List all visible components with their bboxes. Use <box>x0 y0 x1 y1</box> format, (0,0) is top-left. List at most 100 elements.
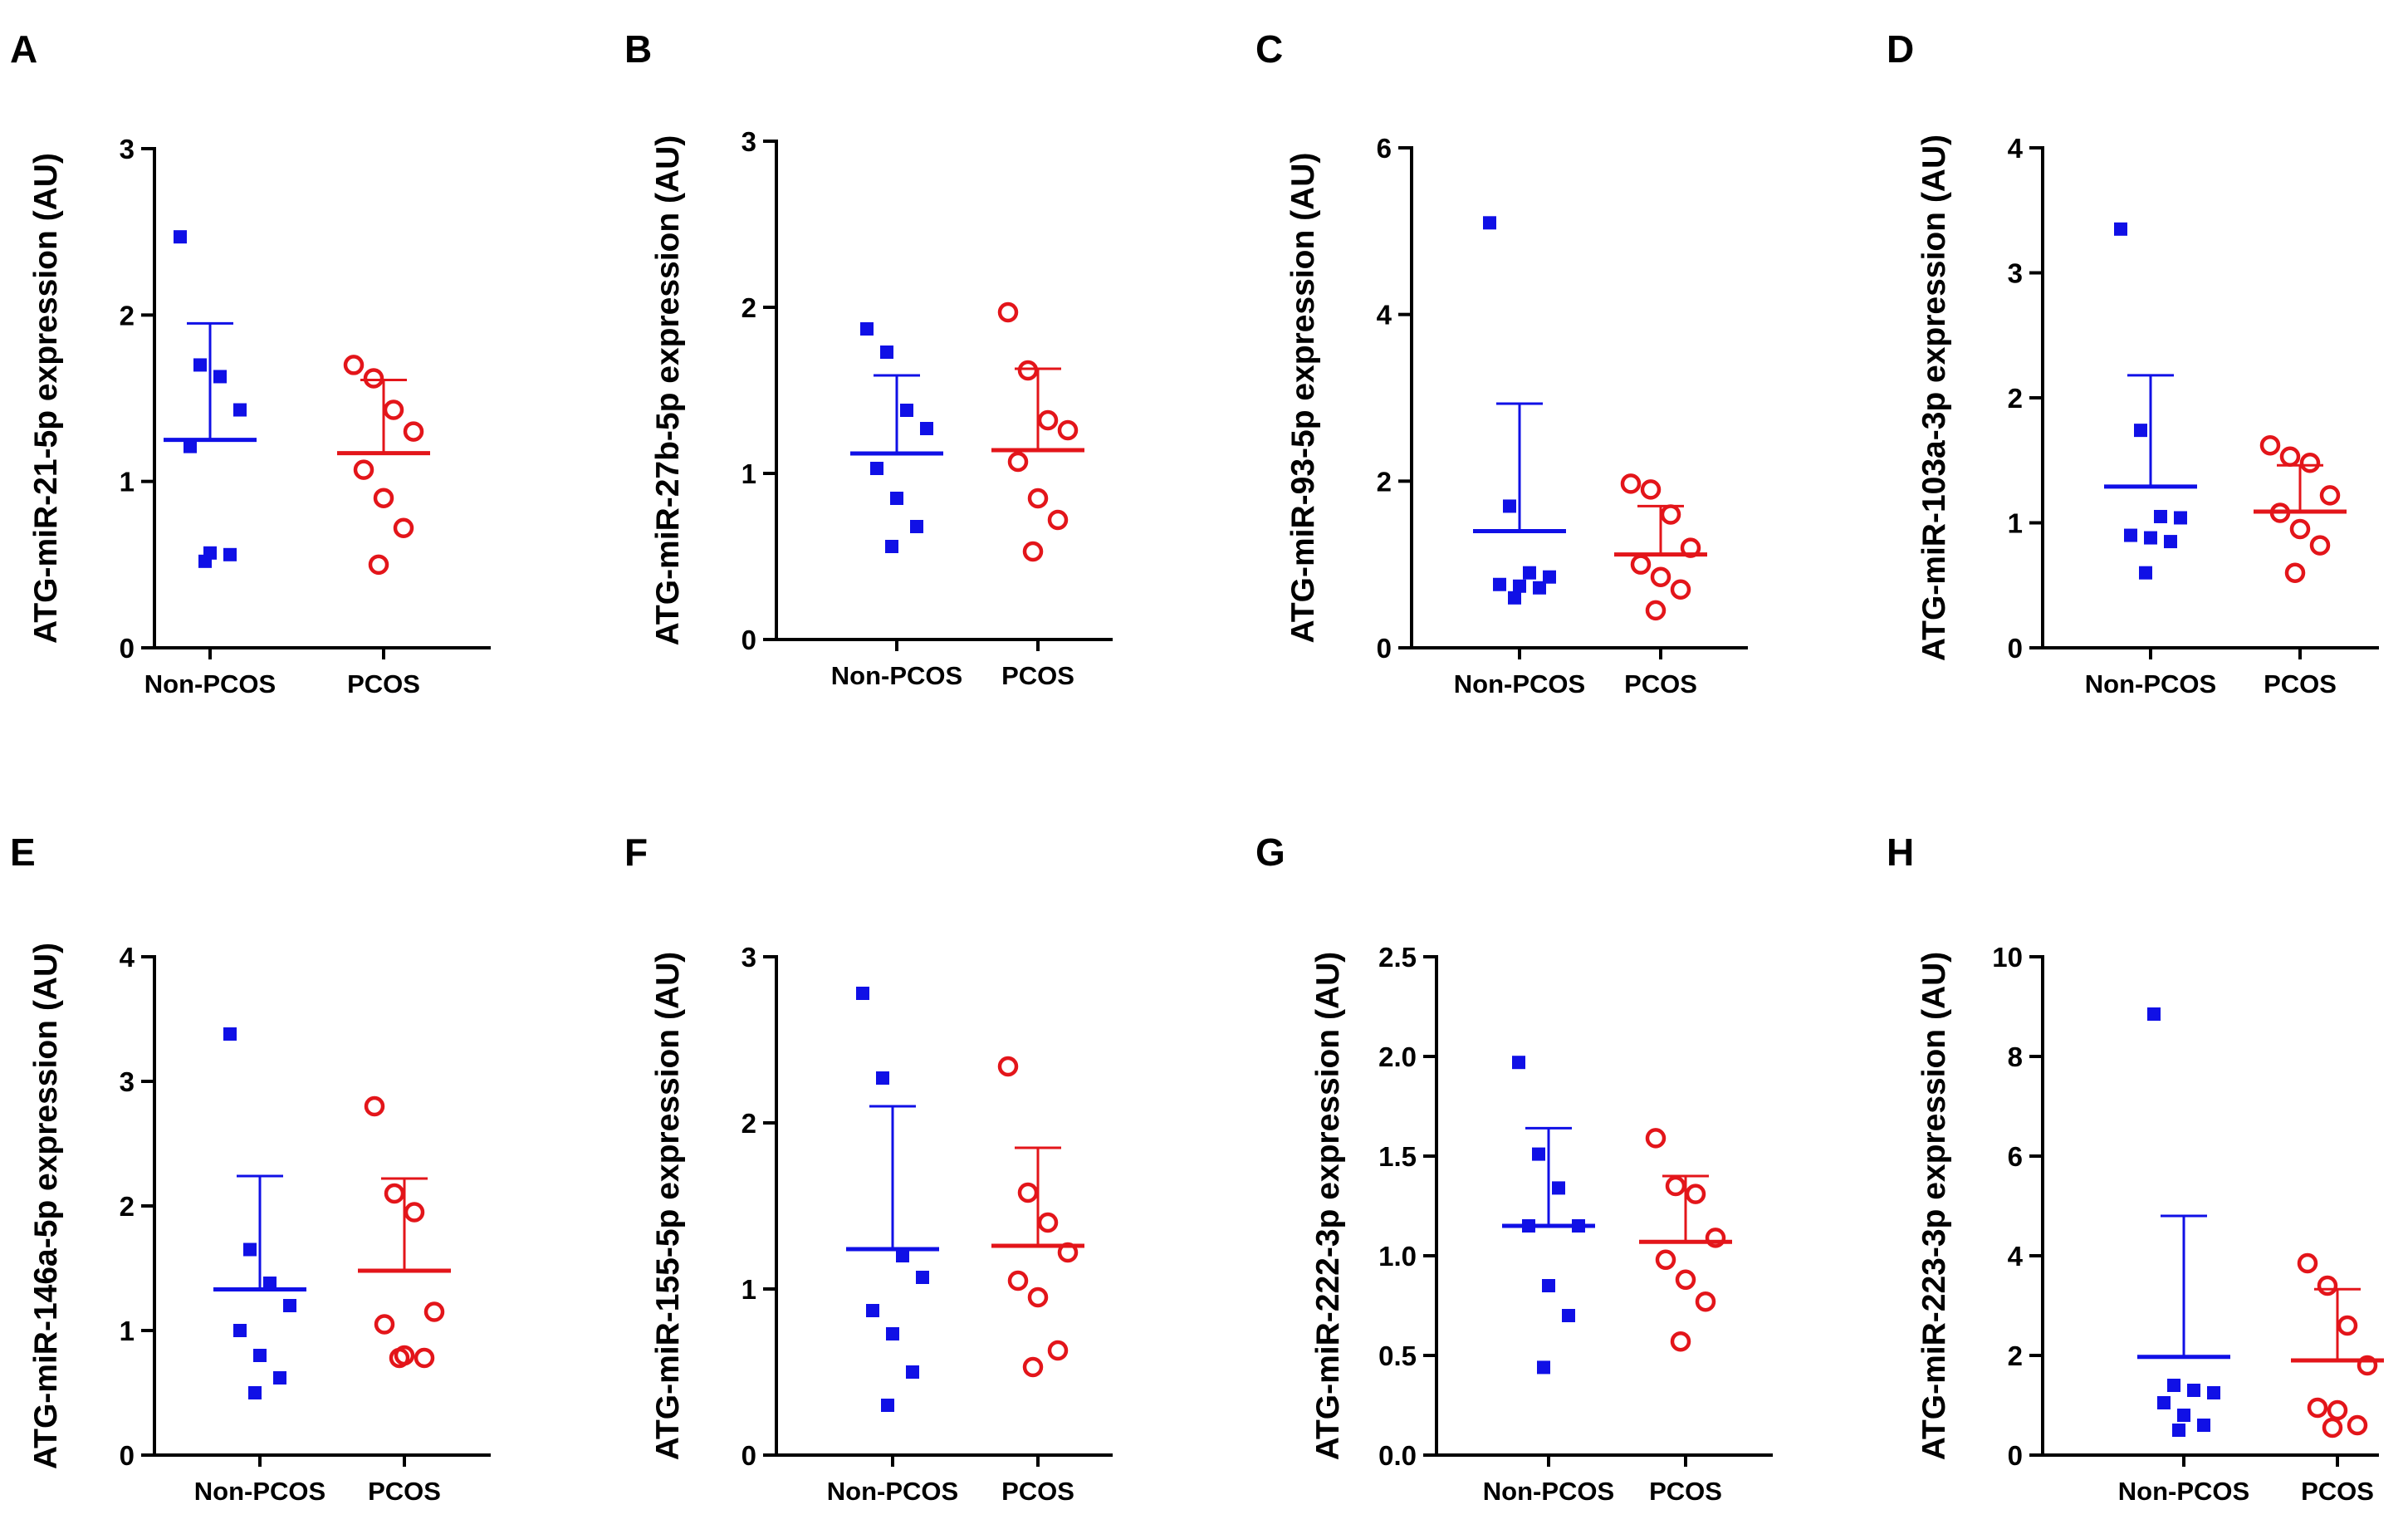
y-tick-label: 1.5 <box>1378 1141 1417 1172</box>
data-point <box>248 1386 262 1399</box>
y-tick-label: 2 <box>120 300 135 331</box>
data-point <box>1037 1212 1059 1233</box>
y-tick-label: 2 <box>2008 1340 2023 1371</box>
y-axis-label: ATG-miR-27b-5p expression (AU) <box>650 135 686 646</box>
x-tick-label: Non-PCOS <box>827 1477 958 1506</box>
panel-e: E ATG-miR-146a-5p expression (AU) 0 1 2 3 4 Non… <box>10 831 491 1506</box>
data-point <box>997 1056 1019 1077</box>
y-tick-label: 2 <box>2008 383 2023 414</box>
data-point <box>2319 485 2341 506</box>
data-point <box>1630 554 1652 575</box>
x-tick-label: PCOS <box>1624 669 1697 698</box>
y-tick-label: 0 <box>1377 633 1392 664</box>
data-point <box>870 462 883 475</box>
data-point <box>866 1304 879 1317</box>
y-tick-label: 1 <box>2008 508 2023 539</box>
data-point <box>1685 1184 1706 1204</box>
y-tick-label: 0.0 <box>1378 1440 1417 1471</box>
x-tick-label: PCOS <box>347 669 420 698</box>
y-tick-label: 2 <box>741 292 756 323</box>
data-point <box>1007 451 1029 473</box>
y-tick-label: 2 <box>741 1108 756 1139</box>
x-tick-label: Non-PCOS <box>194 1477 325 1506</box>
data-point <box>363 368 384 389</box>
data-point <box>2174 511 2187 525</box>
data-point <box>2259 434 2281 456</box>
data-point <box>1047 509 1069 531</box>
data-point <box>920 422 933 435</box>
data-point <box>2207 1386 2220 1399</box>
y-tick-label: 2 <box>120 1191 135 1222</box>
y-tick-label: 0 <box>2008 633 2023 664</box>
y-tick-label: 0 <box>120 633 135 664</box>
series-non-pcos <box>1502 1056 1595 1375</box>
data-point <box>414 1347 435 1369</box>
data-point <box>860 322 874 336</box>
panel-letter: B <box>624 27 652 71</box>
panel-h: H ATG-miR-223-3p expression (AU) 0 2 4 6 8 10 No… <box>1887 831 2384 1506</box>
x-tick-label: Non-PCOS <box>144 669 276 698</box>
data-point <box>1670 579 1691 600</box>
y-tick-label: 1 <box>120 467 135 497</box>
data-point <box>900 404 913 417</box>
y-tick-label: 3 <box>741 942 756 973</box>
data-point <box>1533 581 1546 595</box>
data-point <box>1675 1269 1696 1291</box>
data-point <box>1027 488 1049 509</box>
data-point <box>896 1249 909 1262</box>
y-axis-label: ATG-miR-155-5p expression (AU) <box>650 952 686 1461</box>
y-tick-label: 2.5 <box>1378 942 1417 973</box>
data-point <box>2337 1315 2358 1336</box>
data-point <box>223 1027 237 1041</box>
data-point <box>1532 1147 1545 1161</box>
x-tick-label: PCOS <box>1649 1477 1722 1506</box>
x-tick-label: PCOS <box>2301 1477 2374 1506</box>
data-point <box>2139 566 2152 580</box>
y-tick-label: 4 <box>2008 133 2024 164</box>
data-point <box>1017 360 1039 381</box>
data-point <box>1543 570 1556 584</box>
x-tick-label: PCOS <box>1001 1477 1074 1506</box>
x-tick-label: Non-PCOS <box>2085 669 2216 698</box>
data-point <box>198 554 212 568</box>
y-axis-label: ATG-miR-103a-3p expression (AU) <box>1916 135 1952 661</box>
y-tick-label: 8 <box>2008 1041 2023 1072</box>
series-pcos <box>2254 434 2347 583</box>
series-non-pcos <box>2137 1007 2230 1437</box>
data-point <box>2187 1384 2200 1397</box>
data-point <box>1542 1279 1555 1292</box>
data-point <box>2144 531 2157 545</box>
x-tick-label: PCOS <box>368 1477 441 1506</box>
y-tick-label: 3 <box>2008 258 2023 289</box>
panel-letter: C <box>1255 27 1283 71</box>
y-axis-label: ATG-miR-146a-5p expression (AU) <box>28 943 64 1469</box>
data-point <box>2279 446 2301 467</box>
data-point <box>997 301 1019 323</box>
data-point <box>1640 479 1662 500</box>
series-non-pcos <box>164 230 257 568</box>
y-tick-label: 1.0 <box>1378 1241 1417 1272</box>
data-point <box>1027 1287 1049 1308</box>
data-point <box>404 1202 425 1223</box>
y-axis-label: ATG-miR-93-5p expression (AU) <box>1285 153 1321 644</box>
data-point <box>910 520 923 533</box>
data-point <box>2309 535 2331 556</box>
data-point <box>880 346 893 359</box>
panel-letter: G <box>1255 831 1285 874</box>
data-point <box>1057 419 1079 441</box>
data-point <box>364 1095 385 1117</box>
data-point <box>2147 1007 2161 1021</box>
x-tick-label: PCOS <box>2264 669 2337 698</box>
data-point <box>353 459 374 480</box>
data-point <box>2172 1424 2185 1437</box>
y-tick-label: 1 <box>120 1316 135 1346</box>
data-point <box>876 1071 889 1085</box>
x-tick-label: Non-PCOS <box>1454 669 1585 698</box>
data-point <box>2297 1252 2318 1274</box>
y-tick-label: 3 <box>741 126 756 157</box>
data-point <box>1537 1360 1550 1375</box>
series-non-pcos <box>2104 222 2197 580</box>
data-point <box>2327 1399 2348 1421</box>
y-tick-label: 2.0 <box>1378 1041 1417 1072</box>
